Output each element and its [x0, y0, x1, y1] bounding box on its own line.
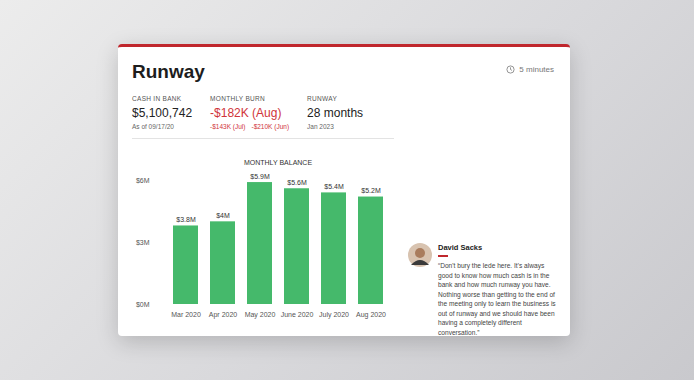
html-text:-$210K (Jun): -$210K (Jun) [251, 123, 289, 130]
html-text:-$182K (Aug): -$182K (Aug) [210, 106, 282, 120]
html-text:28 months: 28 months [307, 106, 364, 120]
html-text:$5,100,742: $5,100,742 [132, 106, 193, 120]
svg-text:$3.8M: $3.8M [176, 216, 196, 223]
html-text:-$143K (Jul): -$143K (Jul) [210, 123, 246, 130]
html-text:MONTHLY BURN: MONTHLY BURN [210, 95, 266, 102]
svg-text:$3M: $3M [136, 239, 150, 246]
svg-text:$6M: $6M [136, 177, 150, 184]
svg-text:$5.4M: $5.4M [324, 183, 344, 190]
svg-text:Apr 2020: Apr 2020 [209, 311, 238, 319]
svg-text:July 2020: July 2020 [319, 311, 349, 319]
svg-text:$5.9M: $5.9M [250, 173, 270, 180]
svg-text:June 2020: June 2020 [281, 311, 314, 318]
html-text:5 minutes: 5 minutes [519, 65, 554, 74]
svg-text:May 2020: May 2020 [245, 311, 276, 319]
html-text:David Sacks: David Sacks [438, 243, 483, 252]
html-text:Runway: Runway [132, 61, 205, 82]
svg-text:Aug 2020: Aug 2020 [356, 311, 386, 319]
svg-text:Mar 2020: Mar 2020 [171, 311, 201, 318]
svg-text:$5.6M: $5.6M [287, 179, 307, 186]
html-text:CASH IN BANK: CASH IN BANK [132, 95, 182, 102]
html-text:RUNWAY: RUNWAY [307, 95, 337, 102]
svg-text:$0M: $0M [136, 301, 150, 308]
html-text:Jan 2023: Jan 2023 [307, 123, 334, 130]
html-text:MONTHLY BALANCE: MONTHLY BALANCE [243, 159, 313, 166]
html-text:“Don't bury the lede here. It': “Don't bury the lede here. It's always g… [438, 262, 556, 336]
svg-text:$4M: $4M [216, 212, 230, 219]
svg-text:$5.2M: $5.2M [361, 187, 381, 194]
html-text:As of 09/17/20: As of 09/17/20 [132, 123, 174, 130]
